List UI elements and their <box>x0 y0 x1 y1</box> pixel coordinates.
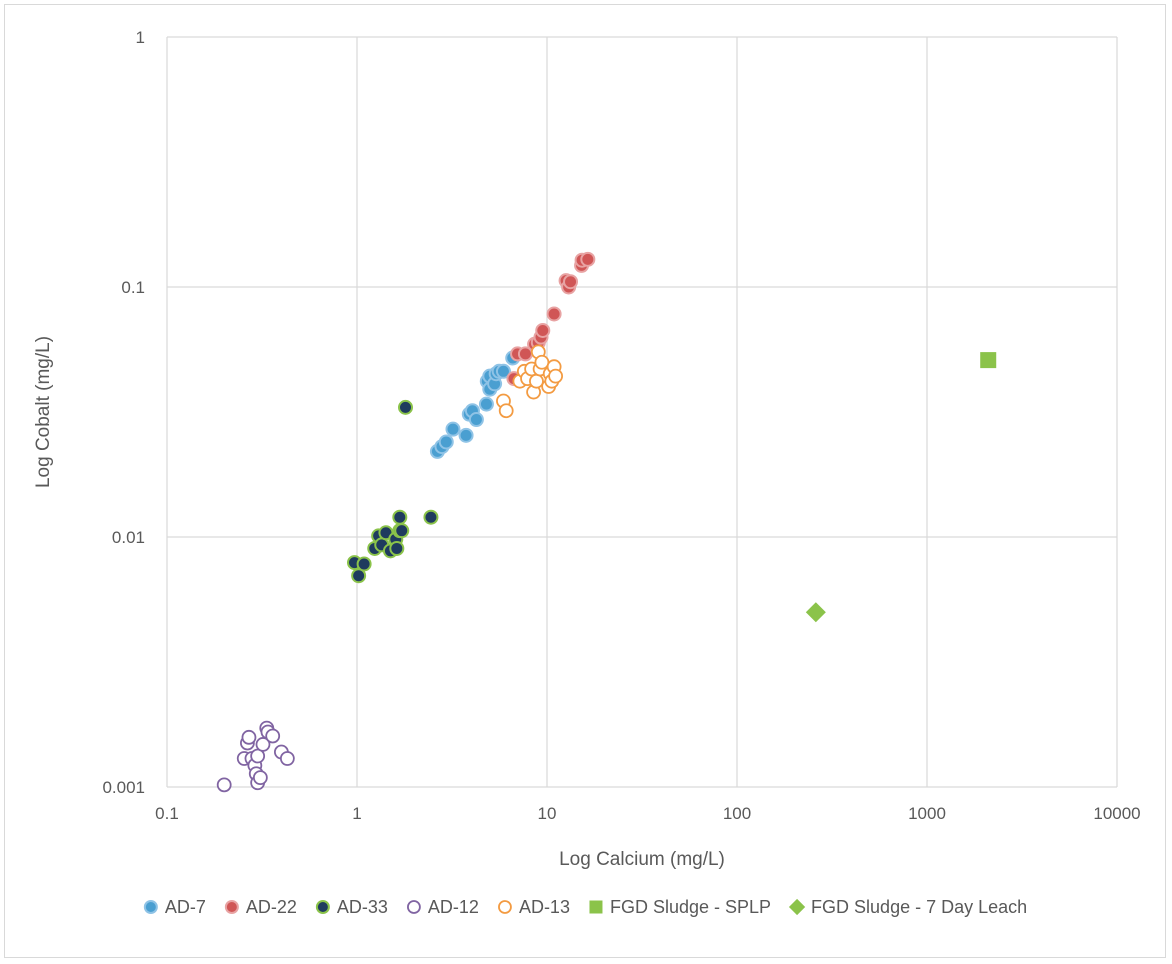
data-point <box>458 427 474 443</box>
legend-label: AD-12 <box>428 897 479 917</box>
x-tick-label: 1 <box>352 804 361 823</box>
series-group <box>216 720 295 793</box>
data-point <box>534 354 550 370</box>
data-point <box>356 556 372 572</box>
data-point <box>351 568 367 584</box>
legend-marker <box>315 900 330 914</box>
legend-item: FGD Sludge - 7 Day Leach <box>788 897 1027 917</box>
data-point <box>535 322 551 338</box>
series-group <box>496 344 564 419</box>
data-point <box>255 737 271 752</box>
legend-swatch <box>498 900 512 914</box>
data-point <box>548 368 564 384</box>
series-group <box>980 352 997 369</box>
data-point <box>563 274 579 290</box>
legend-swatch <box>143 900 158 914</box>
series-group <box>805 602 826 623</box>
data-point <box>468 412 484 428</box>
legend-label: AD-7 <box>165 897 206 917</box>
legend-item: AD-33 <box>315 897 388 917</box>
legend-swatch <box>224 900 239 914</box>
x-tick-label: 10 <box>538 804 557 823</box>
x-tick-label: 1000 <box>908 804 946 823</box>
legend-marker <box>407 900 421 914</box>
legend-item: FGD Sludge - SPLP <box>589 897 771 917</box>
data-point <box>438 434 454 450</box>
data-point <box>279 751 295 766</box>
legend-label: AD-13 <box>519 897 570 917</box>
x-tick-label: 0.1 <box>155 804 179 823</box>
x-tick-label: 10000 <box>1093 804 1140 823</box>
data-point <box>265 728 281 744</box>
scatter-chart: 0.1 1 10 100 1000 10000 0.001 0.01 0.1 1 Log Calc… <box>33 28 1141 917</box>
y-tick-label: 0.1 <box>121 278 145 297</box>
chart-frame: 0.1 1 10 100 1000 10000 0.001 0.01 0.1 1 Log Calc… <box>4 4 1166 958</box>
legend-swatch <box>589 900 603 914</box>
data-points <box>216 251 997 793</box>
x-tick-label: 100 <box>723 804 751 823</box>
tick-labels: 0.1 1 10 100 1000 10000 0.001 0.01 0.1 1 <box>102 28 1140 823</box>
y-axis-title: Log Cobalt (mg/L) <box>33 336 54 488</box>
data-point <box>805 602 826 623</box>
data-point <box>252 770 268 786</box>
data-point <box>980 352 997 369</box>
legend-item: AD-7 <box>143 897 206 917</box>
data-point <box>445 421 461 437</box>
legend-marker <box>143 900 158 914</box>
data-point <box>394 523 410 539</box>
data-point <box>498 403 514 419</box>
data-point <box>389 540 405 556</box>
data-point <box>241 729 257 745</box>
y-tick-label: 1 <box>136 28 145 47</box>
data-point <box>495 363 511 379</box>
data-point <box>398 399 414 415</box>
legend-label: AD-22 <box>246 897 297 917</box>
legend-label: FGD Sludge - SPLP <box>610 897 771 917</box>
legend-item: AD-13 <box>498 897 570 917</box>
gridlines <box>166 36 1118 788</box>
legend-label: AD-33 <box>337 897 388 917</box>
legend-marker <box>498 900 512 914</box>
legend-marker <box>224 900 239 914</box>
data-point <box>478 396 494 412</box>
legend-swatch <box>788 898 806 916</box>
legend-item: AD-22 <box>224 897 297 917</box>
y-tick-label: 0.001 <box>102 778 145 797</box>
data-point <box>392 509 408 525</box>
data-point <box>216 777 232 793</box>
y-tick-label: 0.01 <box>112 528 145 547</box>
legend-marker <box>589 900 603 914</box>
data-point <box>546 306 562 322</box>
data-point <box>580 251 596 267</box>
series-group <box>346 399 439 584</box>
legend-swatch <box>315 900 330 914</box>
legend-marker <box>788 898 806 916</box>
legend: AD-7 AD-22 AD-33 AD-12 AD-13 FGD Sludge - SPL… <box>143 897 1027 917</box>
data-point <box>423 509 439 525</box>
legend-label: FGD Sludge - 7 Day Leach <box>811 897 1027 917</box>
data-point <box>529 373 544 389</box>
legend-item: AD-12 <box>407 897 479 917</box>
legend-swatch <box>407 900 421 914</box>
x-axis-title: Log Calcium (mg/L) <box>559 849 725 870</box>
